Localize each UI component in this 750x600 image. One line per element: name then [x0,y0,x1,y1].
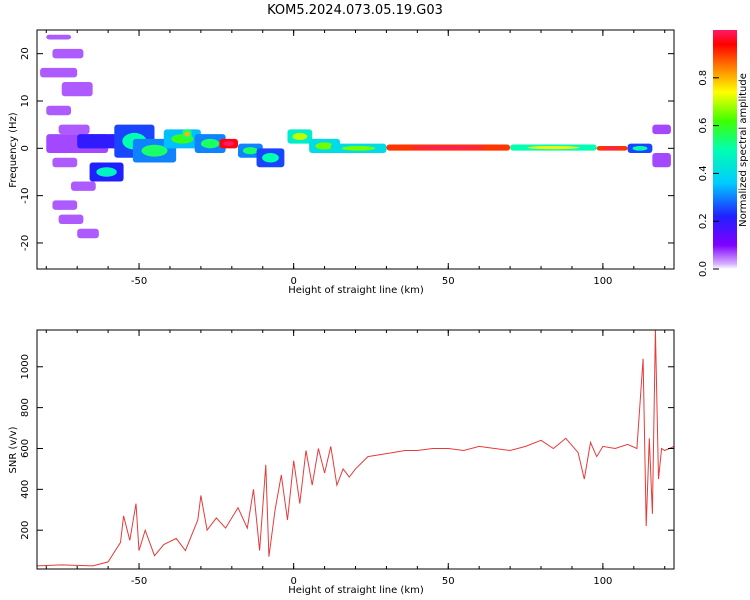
spectrogram-y-tick-label: 20 [20,47,31,60]
spectrogram-x-axis-label: Height of straight line (km) [288,285,424,296]
snr-y-tick-label: 400 [20,480,31,499]
snr-y-tick-label: 1000 [20,354,31,379]
spectrogram-y-tick-label: -10 [20,187,31,203]
snr-y-tick-label: 200 [20,521,31,540]
snr-series-line [37,330,674,567]
snr-y-tick-label: 600 [20,439,31,458]
colorbar-tick-label: 0.8 [698,70,709,86]
figure-title: KOM5.2024.073.05.19.G03 [267,3,443,18]
spectrogram-cell [58,214,84,225]
spectrogram-peak [96,167,117,177]
colorbar: 0.0 0.2 0.4 0.6 0.8 Normalized spectral ampl… [698,30,749,277]
spectrogram-x-tick-label: 100 [593,276,612,287]
snr-y-axis-label: SNR (v/v) [8,426,19,473]
spectrogram-peak [411,146,486,150]
spectrogram-cell [52,200,78,210]
snr-x-tick-label: 0 [290,576,296,587]
colorbar-gradient [713,30,737,269]
spectrogram-cell [52,157,78,168]
spectrogram-cell [46,34,72,40]
spectrogram-peak [184,131,190,137]
colorbar-tick-label: 0.0 [698,261,709,277]
spectrogram-cell [652,153,671,168]
spectrogram-x-tick-label: 50 [442,276,455,287]
spectrogram-panel: -50 0 50 100 -20 -10 0 10 20 Height of straight … [8,29,675,296]
snr-ticks: -50 0 50 100 200 400 600 800 1000 [20,330,674,587]
colorbar-tick-label: 0.6 [698,118,709,134]
spectrogram-cell [52,48,84,59]
snr-y-tick-label: 800 [20,398,31,417]
spectrogram-heatmap [40,34,671,239]
spectrogram-cell [46,105,72,116]
snr-x-tick-label: -50 [131,576,147,587]
spectrogram-cell [71,181,96,191]
spectrogram-cell [61,82,93,97]
snr-frame [36,329,675,570]
spectrogram-ticks: -50 0 50 100 -20 -10 0 10 20 [20,30,674,287]
spectrogram-peak [315,142,334,150]
spectrogram-y-axis-label: Frequency (Hz) [8,112,19,188]
spectrogram-x-tick-label: -50 [131,276,147,287]
spectrogram-peak [632,145,648,151]
spectrogram-peak [341,145,376,151]
snr-x-tick-label: 50 [442,576,455,587]
spectrogram-peak [242,147,258,155]
spectrogram-peak [200,138,220,149]
spectrogram-y-tick-label: 0 [20,145,31,151]
colorbar-label: Normalized spectral amplitude [738,73,749,227]
colorbar-ticks: 0.0 0.2 0.4 0.6 0.8 [698,70,719,277]
spectrogram-peak [292,132,308,141]
snr-panel: -50 0 50 100 200 400 600 800 1000 Height of stra… [8,329,675,596]
snr-x-tick-label: 100 [593,576,612,587]
colorbar-tick-label: 0.4 [698,165,709,181]
spectrogram-peak [602,147,622,150]
spectrogram-y-tick-label: 10 [20,95,31,108]
spectrogram-x-tick-label: 0 [290,276,296,287]
spectrogram-cell [652,124,671,135]
colorbar-tick-label: 0.2 [698,213,709,229]
spectrogram-y-tick-label: -20 [20,235,31,251]
spectrogram-peak [141,144,168,157]
spectrogram-peak [223,141,235,146]
spectrogram-cell [77,228,99,239]
spectrogram-peak [527,146,580,150]
spectrogram-cell [58,124,90,135]
spectrogram-peak [262,153,279,163]
snr-x-axis-label: Height of straight line (km) [288,585,424,596]
spectrogram-cell [40,67,78,78]
spectrogram-cell [77,134,124,149]
